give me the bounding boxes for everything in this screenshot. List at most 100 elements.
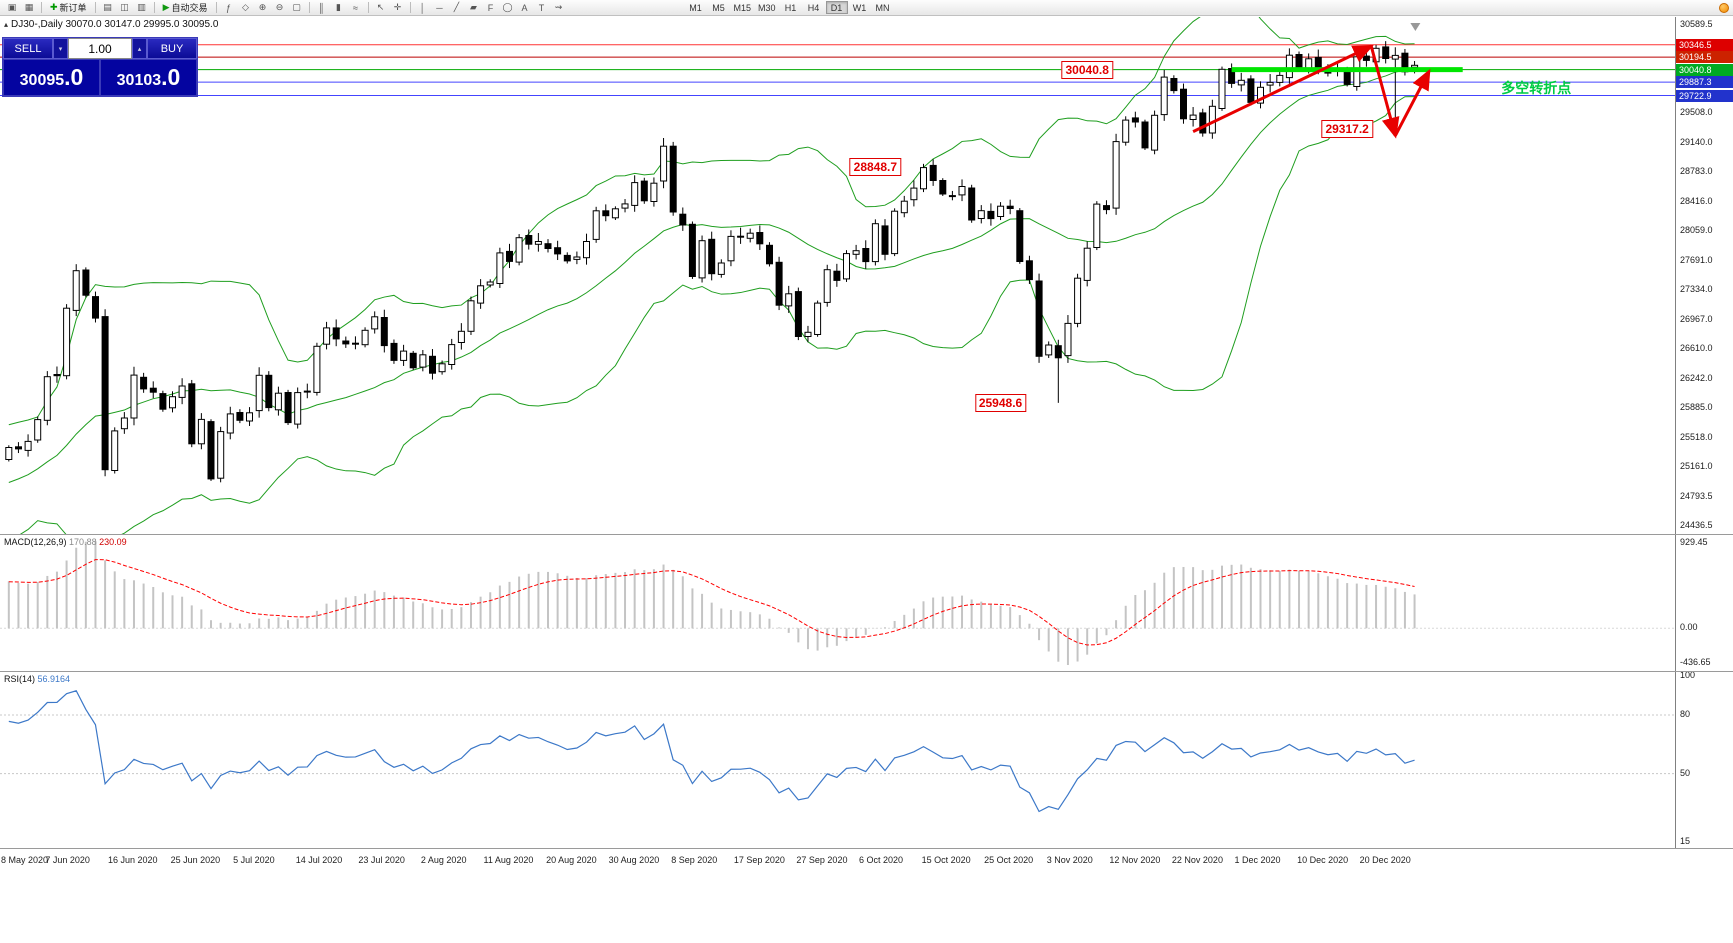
- arrows-icon[interactable]: ⇝: [554, 2, 563, 12]
- axis-tick: 27334.0: [1680, 284, 1713, 295]
- price-axis[interactable]: 30589.5 29508.0 29140.0 28783.0 28416.0 28059…: [1675, 17, 1733, 534]
- text-label-icon[interactable]: T: [538, 2, 545, 13]
- sell-button[interactable]: SELL: [3, 38, 53, 59]
- vertical-line-icon[interactable]: │: [419, 2, 426, 13]
- time-axis-label: 20 Aug 2020: [546, 855, 597, 865]
- cursor-icon[interactable]: ↖: [376, 2, 385, 12]
- axis-tick: 15: [1680, 836, 1691, 846]
- time-axis-label: 22 Nov 2020: [1171, 855, 1223, 865]
- time-axis-label: 20 Dec 2020: [1359, 855, 1411, 865]
- indicators-icon[interactable]: ƒ: [225, 2, 231, 13]
- new-order-button[interactable]: ✚ 新订单: [46, 1, 91, 15]
- bar-chart-icon[interactable]: ║: [318, 2, 325, 13]
- crosshair-icon[interactable]: ✛: [393, 2, 402, 12]
- rsi-label: RSI(14) 56.9164: [4, 674, 70, 684]
- time-axis-label: 8 Sep 2020: [671, 855, 718, 865]
- time-axis-label: 10 Dec 2020: [1297, 855, 1349, 865]
- new-chart-icon[interactable]: ▣: [7, 2, 17, 12]
- volume-down-button[interactable]: ▾: [53, 38, 68, 59]
- axis-tick: 26610.0: [1680, 343, 1713, 354]
- time-axis[interactable]: 8 May 2020 7 Jun 2020 16 Jun 2020 25 Jun 20…: [0, 849, 1675, 871]
- symbol-info: ▴ DJ30-,Daily 30070.0 30147.0 29995.0 30…: [4, 19, 218, 30]
- timeframe-mn[interactable]: MN: [875, 2, 890, 13]
- axis-tick: 30589.5: [1680, 19, 1713, 29]
- rsi-canvas[interactable]: RSI(14) 56.9164: [0, 672, 1675, 848]
- new-order-icon: ✚: [50, 2, 58, 12]
- line-chart-icon[interactable]: ≈: [353, 2, 358, 13]
- axis-tick: 26967.0: [1680, 313, 1713, 324]
- timeframe-h4[interactable]: H4: [807, 2, 820, 13]
- timeframe-w1[interactable]: W1: [852, 2, 867, 13]
- panel-divider[interactable]: [0, 534, 1733, 535]
- objects-list-icon[interactable]: ◇: [242, 2, 249, 12]
- axis-tick: 929.45: [1680, 537, 1708, 547]
- axis-tick: 24436.5: [1680, 520, 1713, 530]
- timeframe-m15[interactable]: M15: [733, 2, 752, 13]
- toolbar-separator: [215, 2, 217, 13]
- axis-tick: 29508.0: [1680, 107, 1713, 118]
- time-axis-label: 5 Jul 2020: [233, 855, 275, 865]
- profiles-icon[interactable]: ▦: [24, 2, 34, 12]
- timeframe-m1[interactable]: M1: [689, 2, 702, 13]
- buy-button[interactable]: BUY: [147, 38, 197, 59]
- time-axis-label: 6 Oct 2020: [858, 855, 904, 865]
- price-annotation: 30040.8: [1061, 60, 1113, 79]
- sell-price-pips: .0: [64, 64, 84, 90]
- timeframe-d1[interactable]: D1: [825, 1, 848, 14]
- zoom-in-icon[interactable]: ⊕: [258, 2, 267, 12]
- axis-tick: 0.00: [1680, 622, 1698, 633]
- toolbar-separator: [41, 2, 42, 13]
- fibonacci-icon[interactable]: F: [487, 2, 494, 13]
- text-icon[interactable]: A: [521, 2, 528, 13]
- macd-main-value: 170.88: [69, 537, 97, 547]
- rsi-name: RSI(14): [4, 674, 36, 684]
- price-badge: 30040.8: [1676, 63, 1733, 76]
- macd-canvas[interactable]: MACD(12,26,9) 170.88 230.09: [0, 535, 1675, 671]
- time-axis-label: 2 Aug 2020: [420, 855, 467, 865]
- axis-tick: 25885.0: [1680, 402, 1713, 413]
- timeframe-m5[interactable]: M5: [712, 2, 725, 13]
- time-axis-label: 3 Nov 2020: [1046, 855, 1093, 865]
- shapes-icon[interactable]: ◯: [502, 2, 513, 12]
- axis-tick: 27691.0: [1680, 255, 1713, 265]
- axis-tick: -436.65: [1680, 657, 1711, 667]
- toolbar-separator: [409, 2, 411, 13]
- zoom-out-icon[interactable]: ⊖: [275, 2, 284, 12]
- symbol-marker-icon: ▴: [4, 20, 9, 29]
- auto-trading-icon: ▶: [162, 2, 170, 12]
- volume-up-button[interactable]: ▴: [132, 38, 147, 59]
- panel-divider[interactable]: [0, 671, 1733, 672]
- horizontal-line-icon[interactable]: ─: [436, 2, 443, 13]
- tile-windows-icon[interactable]: ▢: [292, 2, 301, 12]
- candlestick-chart-icon[interactable]: ▮: [336, 2, 341, 12]
- navigator-icon[interactable]: ▥: [137, 2, 146, 12]
- notification-icon[interactable]: [1719, 2, 1729, 13]
- buy-price-main: 30103: [116, 72, 162, 89]
- symbol-ohlc-text: DJ30-,Daily 30070.0 30147.0 29995.0 3009…: [11, 19, 219, 30]
- timeframe-m30[interactable]: M30: [758, 2, 776, 13]
- trendline-icon[interactable]: ╱: [453, 2, 460, 12]
- price-badge: 30346.5: [1676, 38, 1733, 51]
- timeframe-h1[interactable]: H1: [784, 2, 797, 13]
- toolbar-separator: [367, 2, 369, 13]
- macd-label: MACD(12,26,9) 170.88 230.09: [4, 537, 127, 547]
- price-chart-canvas[interactable]: ▴ DJ30-,Daily 30070.0 30147.0 29995.0 30…: [0, 17, 1675, 534]
- volume-input[interactable]: 1.00: [68, 38, 132, 59]
- axis-tick: 28783.0: [1680, 166, 1713, 177]
- macd-axis[interactable]: 929.45 0.00 -436.65: [1675, 535, 1733, 671]
- panel-divider[interactable]: [0, 848, 1733, 849]
- channel-icon[interactable]: ▰: [470, 2, 477, 12]
- toolbar-separator: [94, 2, 96, 13]
- rsi-axis[interactable]: 100 80 50 15: [1675, 670, 1733, 848]
- macd-signal-value: 230.09: [99, 537, 127, 547]
- data-window-icon[interactable]: ◫: [120, 2, 129, 12]
- price-badge: 30194.5: [1676, 51, 1733, 64]
- axis-tick: 29140.0: [1680, 137, 1713, 148]
- market-watch-icon[interactable]: ▤: [103, 2, 112, 12]
- time-axis-label: 7 Jun 2020: [45, 855, 90, 865]
- axis-tick: 25518.0: [1680, 431, 1713, 442]
- time-axis-label: 25 Jun 2020: [170, 855, 221, 865]
- axis-tick: 28059.0: [1680, 225, 1713, 236]
- time-axis-label: 23 Jul 2020: [358, 855, 405, 865]
- auto-trading-button[interactable]: ▶ 自动交易: [159, 1, 212, 15]
